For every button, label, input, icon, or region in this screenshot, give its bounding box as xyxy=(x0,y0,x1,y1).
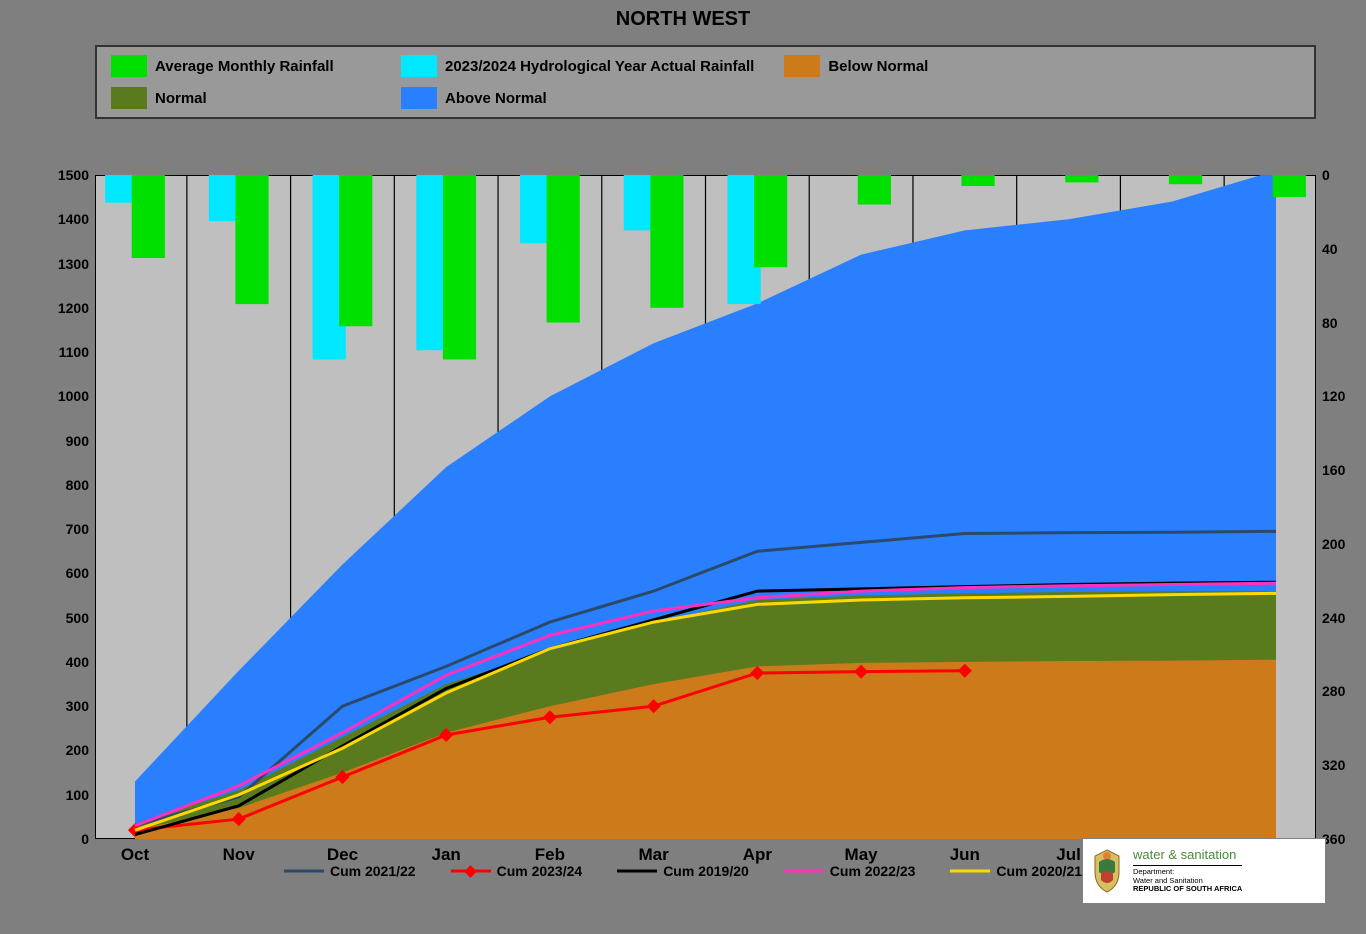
x-tick: Jul xyxy=(1056,845,1081,865)
line-legend-item: Cum 2021/22 xyxy=(284,863,416,879)
x-tick: Jan xyxy=(432,845,461,865)
x-tick: Mar xyxy=(639,845,669,865)
x-tick: Apr xyxy=(743,845,772,865)
y-right-tick: 320 xyxy=(1322,757,1345,773)
y-right-tick: 160 xyxy=(1322,462,1345,478)
x-tick: Dec xyxy=(327,845,358,865)
y-right-tick: 40 xyxy=(1322,241,1338,257)
legend-label: 2023/2024 Hydrological Year Actual Rainf… xyxy=(445,58,754,75)
line-swatch xyxy=(451,865,491,877)
y-left-tick: 700 xyxy=(66,521,89,537)
y-right-tick: 0 xyxy=(1322,167,1330,183)
line-swatch xyxy=(950,865,990,877)
y-left-tick: 1100 xyxy=(59,344,89,360)
y-left-tick: 900 xyxy=(66,433,89,449)
line-swatch xyxy=(617,865,657,877)
y-left-tick: 1300 xyxy=(58,256,89,272)
y-left-tick: 600 xyxy=(66,565,89,581)
line-legend-item: Cum 2022/23 xyxy=(784,863,916,879)
y-left-tick: 200 xyxy=(66,742,89,758)
x-tick: Nov xyxy=(223,845,255,865)
x-tick: Feb xyxy=(535,845,565,865)
y-left-tick: 1500 xyxy=(58,167,89,183)
plot-svg xyxy=(95,175,1316,839)
y-left-tick: 1400 xyxy=(58,211,89,227)
y-right-tick: 200 xyxy=(1322,536,1345,552)
y-left-tick: 100 xyxy=(66,787,89,803)
y-left-tick: 800 xyxy=(66,477,89,493)
logo-title: water & sanitation xyxy=(1133,848,1242,863)
y-left-tick: 0 xyxy=(81,831,89,847)
legend-swatch xyxy=(111,55,147,77)
line-legend-label: Cum 2022/23 xyxy=(830,863,916,879)
chart-title: NORTH WEST xyxy=(0,8,1366,31)
y-left-tick: 400 xyxy=(66,654,89,670)
legend-item: 2023/2024 Hydrological Year Actual Rainf… xyxy=(401,55,754,77)
legend-label: Above Normal xyxy=(445,90,547,107)
logo-water-sanitation: water & sanitation Department: Water and… xyxy=(1082,838,1326,904)
upper-legend: Average Monthly Rainfall 2023/2024 Hydrol… xyxy=(95,45,1316,119)
y-right-tick: 280 xyxy=(1322,683,1345,699)
legend-item: Average Monthly Rainfall xyxy=(111,55,371,77)
legend-label: Normal xyxy=(155,90,207,107)
legend-item: Below Normal xyxy=(784,55,1044,77)
logo-text: water & sanitation Department: Water and… xyxy=(1133,848,1242,894)
line-legend-label: Cum 2019/20 xyxy=(663,863,749,879)
line-legend-label: Cum 2023/24 xyxy=(497,863,583,879)
x-tick: Jun xyxy=(950,845,980,865)
coat-of-arms-icon xyxy=(1089,848,1125,894)
y-right-tick: 80 xyxy=(1322,315,1338,331)
line-swatch xyxy=(284,865,324,877)
chart-container: NORTH WEST Average Monthly Rainfall 2023/… xyxy=(0,0,1366,934)
y-left-tick: 1200 xyxy=(58,300,89,316)
x-tick: Oct xyxy=(121,845,149,865)
line-swatch xyxy=(784,865,824,877)
legend-swatch xyxy=(401,87,437,109)
y-left-tick: 500 xyxy=(66,610,89,626)
legend-label: Below Normal xyxy=(828,58,928,75)
logo-dept3: REPUBLIC OF SOUTH AFRICA xyxy=(1133,885,1242,894)
x-tick: May xyxy=(845,845,878,865)
legend-item: Normal xyxy=(111,87,371,109)
plot-area: 0100200300400500600700800900100011001200… xyxy=(95,175,1316,839)
legend-swatch xyxy=(111,87,147,109)
y-left-tick: 1000 xyxy=(58,388,89,404)
y-right-tick: 120 xyxy=(1322,388,1345,404)
line-legend-item: Cum 2020/21 xyxy=(950,863,1082,879)
line-legend-item: Cum 2019/20 xyxy=(617,863,749,879)
line-legend-item: Cum 2023/24 xyxy=(451,863,583,879)
y-left-tick: 300 xyxy=(66,698,89,714)
legend-item: Above Normal xyxy=(401,87,661,109)
legend-swatch xyxy=(401,55,437,77)
line-legend-label: Cum 2020/21 xyxy=(996,863,1082,879)
legend-swatch xyxy=(784,55,820,77)
line-legend-label: Cum 2021/22 xyxy=(330,863,416,879)
legend-label: Average Monthly Rainfall xyxy=(155,58,334,75)
y-right-tick: 240 xyxy=(1322,610,1345,626)
